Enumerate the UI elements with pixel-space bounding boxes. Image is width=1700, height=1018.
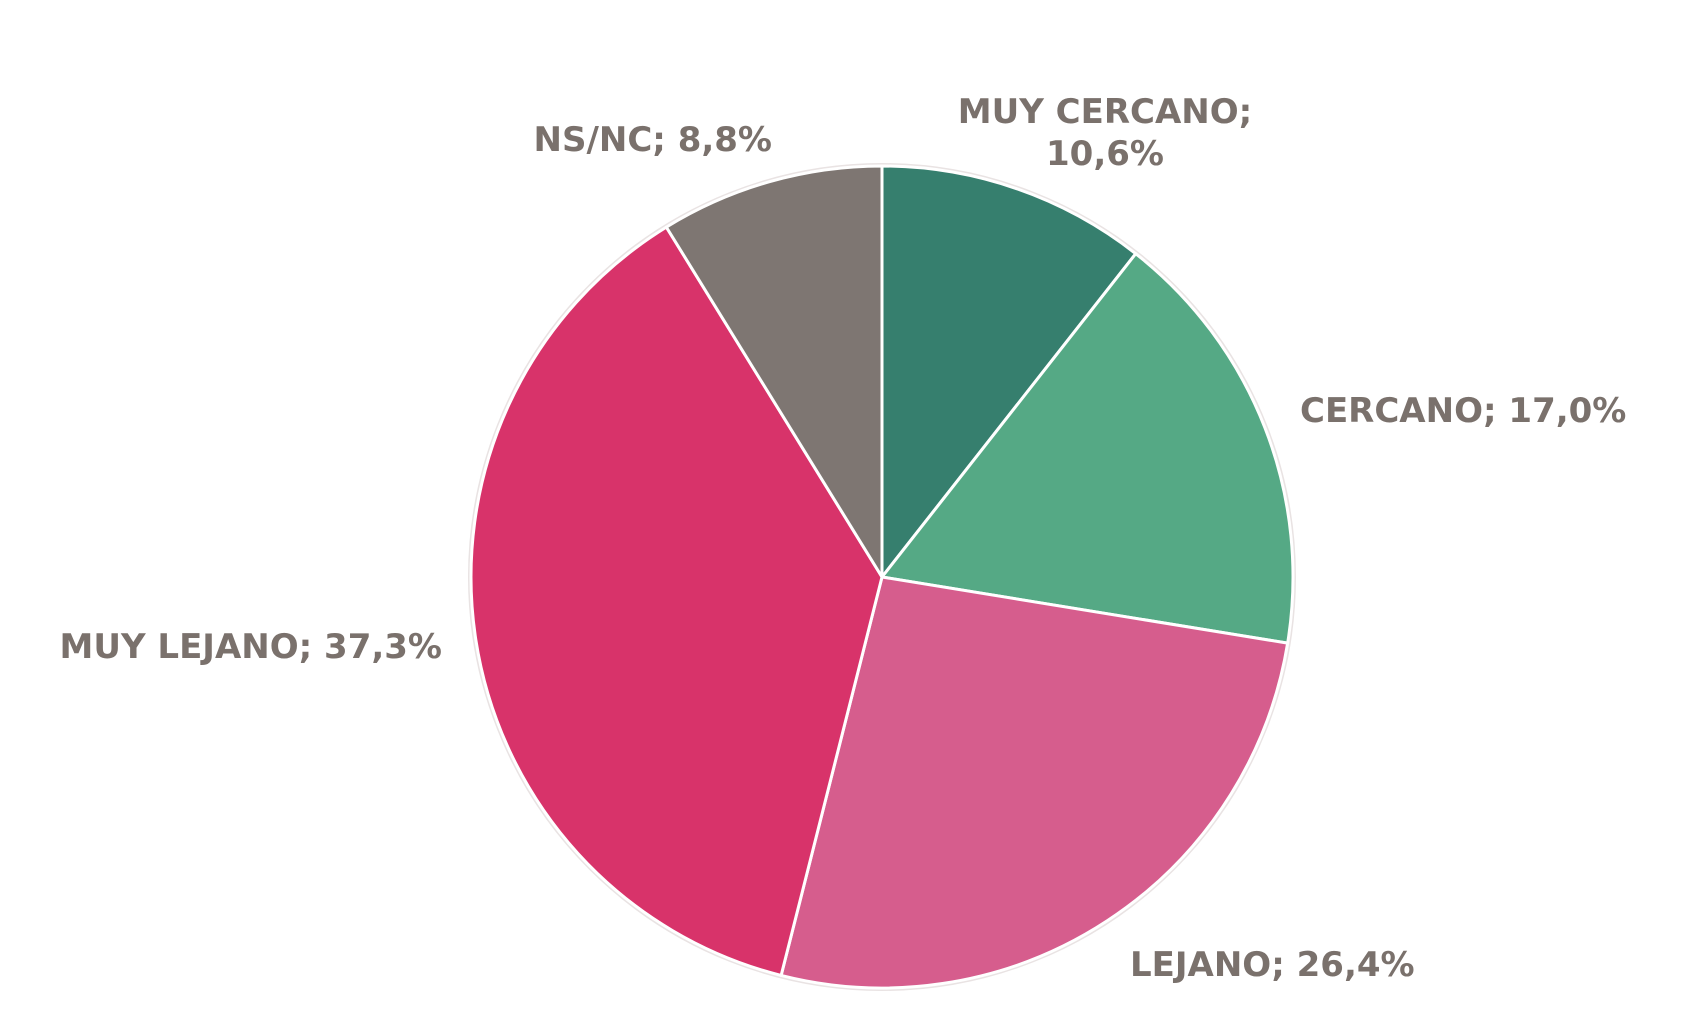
label-ns-nc: NS/NC; 8,8%: [534, 120, 773, 160]
pie-slice-ns-nc: [664, 164, 884, 579]
label-muy-lejano: MUY LEJANO; 37,3%: [60, 627, 443, 667]
label-muy-cercano-line1: MUY CERCANO;: [958, 92, 1252, 132]
pie-slice-muy-lejano: [469, 225, 884, 977]
pie-slices: [469, 164, 1295, 990]
label-cercano: CERCANO; 17,0%: [1300, 391, 1626, 431]
label-lejano: LEJANO; 26,4%: [1130, 945, 1415, 985]
label-muy-cercano-line2: 10,6%: [1046, 134, 1164, 174]
pie-slice-muy-cercano: [880, 164, 1138, 579]
pie-slice-lejano: [779, 575, 1290, 990]
pie-slice-cercano: [880, 252, 1295, 645]
pie-outline: [468, 163, 1296, 991]
